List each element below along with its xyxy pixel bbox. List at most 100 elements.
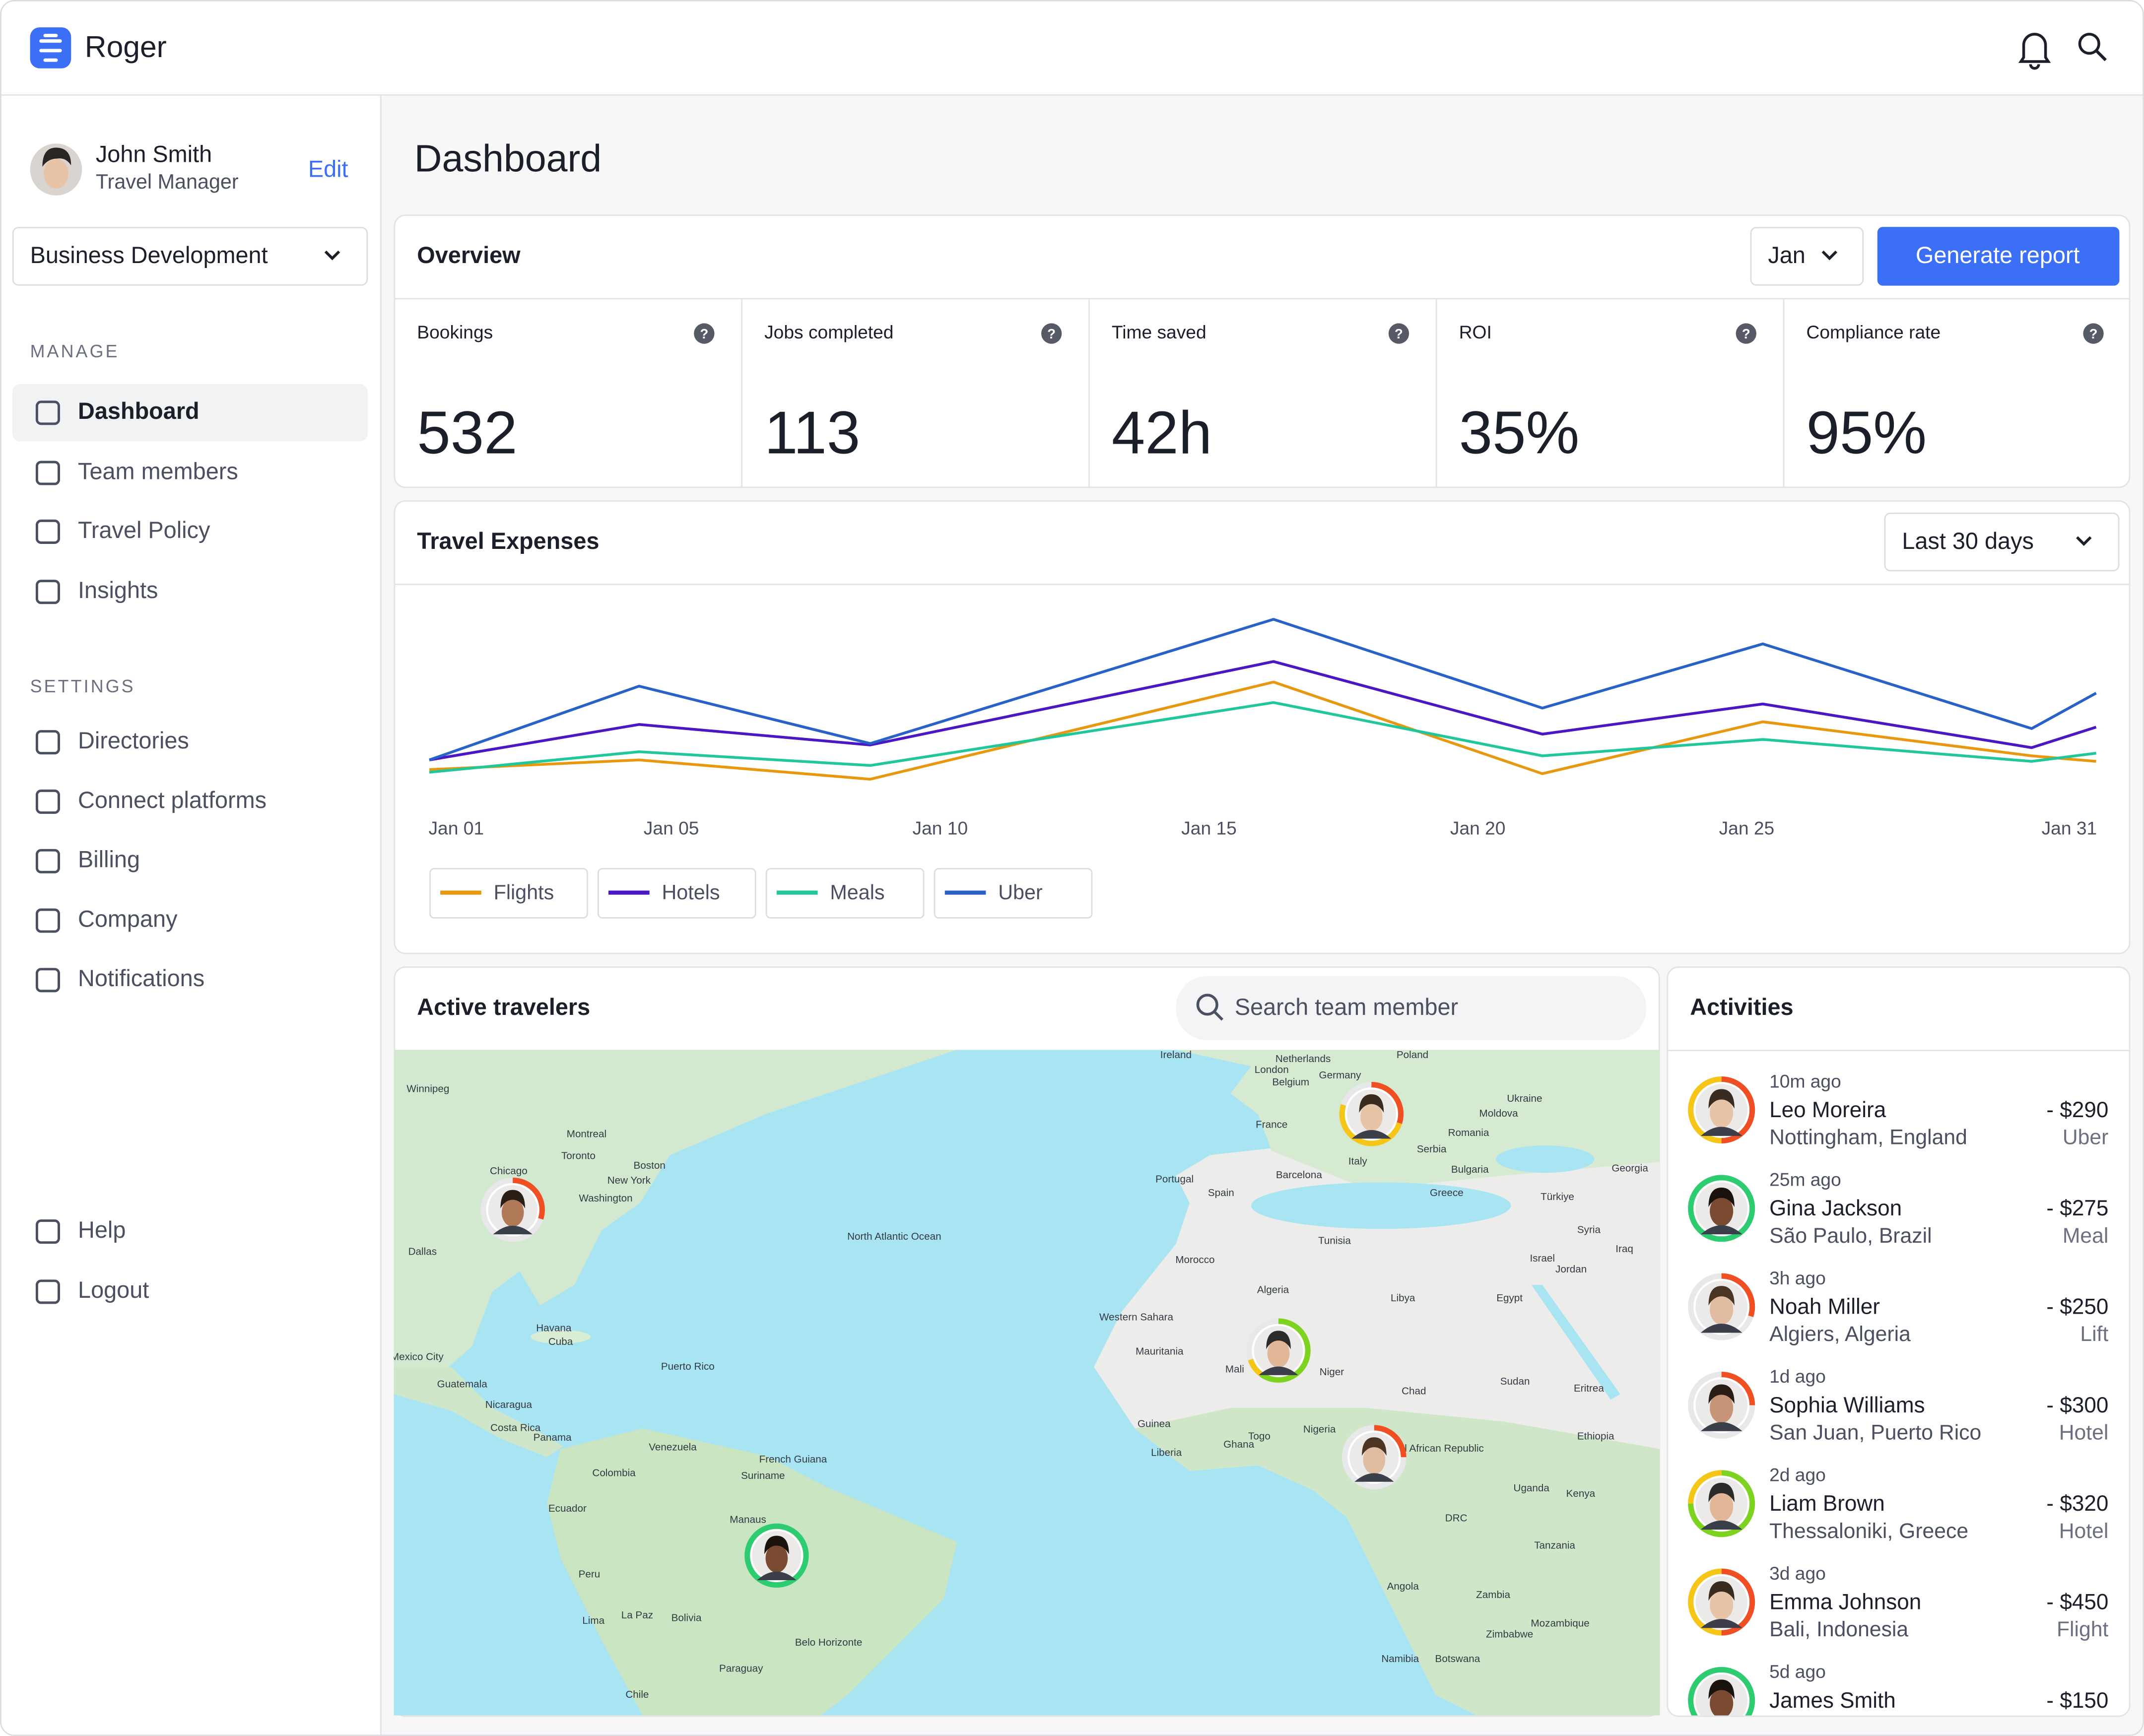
avatar-face xyxy=(1360,1102,1383,1132)
activity-amount: - $275 xyxy=(2046,1196,2108,1220)
month-select[interactable] xyxy=(1750,227,1864,286)
nav-item[interactable]: Travel Policy xyxy=(78,517,210,543)
card-title: Travel Expenses xyxy=(417,528,599,554)
search-input[interactable] xyxy=(1176,976,1647,1041)
nav-icon xyxy=(35,789,60,814)
map-label: Belgium xyxy=(1272,1076,1309,1088)
activity-amount: - $150 xyxy=(2046,1688,2108,1713)
brand: Roger xyxy=(85,30,167,64)
nav-item[interactable]: Help xyxy=(78,1217,126,1243)
avatar-hair xyxy=(764,1536,789,1554)
page-title: Dashboard xyxy=(414,137,602,180)
nav-item[interactable]: Dashboard xyxy=(78,398,200,424)
generate-button[interactable] xyxy=(1877,227,2120,286)
nav-icon xyxy=(35,1279,60,1304)
nav-icon xyxy=(35,908,60,933)
activity-name[interactable]: Leo Moreira xyxy=(1769,1098,1886,1122)
map-label: Tanzania xyxy=(1534,1540,1575,1551)
avatar-hair xyxy=(1362,1437,1387,1456)
map-label: Washington xyxy=(579,1193,632,1204)
help-glyph: ? xyxy=(1742,326,1750,341)
edit-link[interactable]: Edit xyxy=(308,156,348,182)
help-icon[interactable] xyxy=(2083,323,2104,344)
avatar-face xyxy=(501,1198,524,1227)
avatar-ring-arc xyxy=(1246,1318,1311,1383)
map-label: Ethiopia xyxy=(1577,1430,1614,1442)
nav-icon xyxy=(35,849,60,873)
map-label: Manaus xyxy=(730,1514,766,1525)
bell-icon[interactable] xyxy=(2018,33,2051,70)
x-tick-label: Jan 10 xyxy=(912,818,968,839)
map-label: Sudan xyxy=(1500,1376,1530,1387)
activities-card xyxy=(1667,966,2131,1717)
map-label: Eritrea xyxy=(1574,1383,1604,1394)
activity-category: Hotel xyxy=(2059,1421,2109,1445)
map-label: Panama xyxy=(534,1432,572,1443)
map-label: Bulgaria xyxy=(1451,1164,1489,1175)
activity-name[interactable]: Liam Brown xyxy=(1769,1491,1885,1516)
avatar-body xyxy=(1259,1366,1298,1375)
nav-item[interactable]: Connect platforms xyxy=(78,787,267,813)
map-label: Portugal xyxy=(1155,1173,1194,1185)
map-label: Libya xyxy=(1391,1292,1415,1304)
avatar-hair xyxy=(1708,1581,1735,1601)
map-label: Dallas xyxy=(408,1246,437,1257)
map-label: Kenya xyxy=(1566,1488,1596,1499)
avatar-ring-arc xyxy=(1688,1076,1755,1143)
nav-item[interactable]: Insights xyxy=(78,577,158,603)
map-label: Belo Horizonte xyxy=(795,1637,863,1648)
help-icon[interactable] xyxy=(1736,323,1756,344)
legend-item[interactable] xyxy=(765,868,925,919)
legend-item[interactable] xyxy=(934,868,1093,919)
activity-name[interactable]: Emma Johnson xyxy=(1769,1590,1921,1614)
activity-name[interactable]: Noah Miller xyxy=(1769,1295,1880,1319)
map-label: Poland xyxy=(1397,1049,1428,1061)
avatar-body xyxy=(1700,1324,1742,1333)
help-icon[interactable] xyxy=(1388,323,1409,344)
user-avatar xyxy=(42,147,71,167)
nav-item[interactable]: Company xyxy=(78,906,178,932)
activity-place: Bali, Indonesia xyxy=(1769,1617,1908,1641)
activity-name[interactable]: James Smith xyxy=(1769,1688,1896,1713)
period-select[interactable] xyxy=(1884,512,2120,572)
activity-place: São Paulo, Brazil xyxy=(1769,1224,1932,1248)
map-label: Tunisia xyxy=(1318,1235,1351,1246)
map-label: Zimbabwe xyxy=(1486,1629,1533,1640)
avatar-hair xyxy=(1266,1331,1291,1349)
help-icon[interactable] xyxy=(1041,323,1062,344)
map-label: Israel xyxy=(1530,1253,1555,1264)
avatar-body xyxy=(1700,1520,1742,1530)
search-icon xyxy=(2095,49,2107,62)
logo[interactable] xyxy=(30,27,71,68)
nav-icon xyxy=(35,730,60,755)
nav-item[interactable]: Team members xyxy=(78,458,238,484)
legend-item[interactable] xyxy=(429,868,588,919)
team-select-text: Business Development xyxy=(30,242,268,268)
activity-name[interactable]: Sophia Williams xyxy=(1769,1393,1925,1417)
activity-place: Thessaloniki, Greece xyxy=(1769,1519,1968,1543)
map[interactable]: Ireland Netherlands Poland Germany BelgiumLo… xyxy=(391,1049,1660,1716)
map-label: Morocco xyxy=(1175,1254,1214,1266)
nav-icon xyxy=(35,519,60,544)
team-select[interactable] xyxy=(12,227,368,286)
avatar-ring-arc xyxy=(1342,1425,1407,1489)
map-label: Bolivia xyxy=(671,1612,702,1624)
legend-label: Uber xyxy=(998,881,1043,904)
avatar-ring-arc xyxy=(480,1177,545,1242)
activity-time: 3d ago xyxy=(1769,1563,1826,1584)
activity-category: Flight xyxy=(2057,1617,2109,1641)
map-label: Germany xyxy=(1319,1069,1362,1081)
activity-category: Uber xyxy=(2063,1126,2109,1149)
nav-item[interactable]: Logout xyxy=(78,1277,149,1303)
stat-value: 42h xyxy=(1112,399,1212,466)
nav-item[interactable]: Notifications xyxy=(78,965,204,991)
nav-item[interactable]: Directories xyxy=(78,728,189,753)
map-label: Botswana xyxy=(1435,1653,1480,1665)
help-icon[interactable] xyxy=(694,323,715,344)
nav-item[interactable]: Billing xyxy=(78,847,140,872)
avatar-ring-arc xyxy=(1688,1273,1755,1340)
search-icon[interactable] xyxy=(2078,33,2100,55)
legend-item[interactable] xyxy=(597,868,756,919)
period-select-text: Last 30 days xyxy=(1902,528,2034,554)
activity-name[interactable]: Gina Jackson xyxy=(1769,1196,1902,1220)
